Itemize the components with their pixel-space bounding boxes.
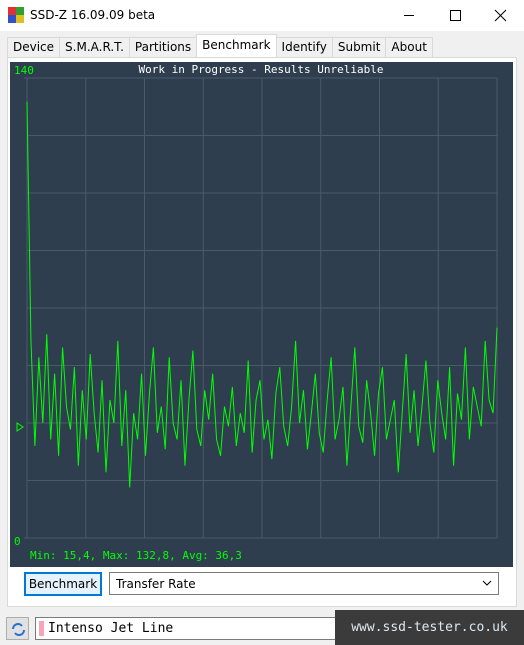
title-bar: SSD-Z 16.09.09 beta (0, 0, 524, 31)
close-button[interactable] (478, 0, 524, 31)
benchmark-chart: Work in Progress - Results Unreliable Mi… (10, 62, 513, 567)
app-icon (8, 7, 24, 23)
transfer-rate-line (26, 101, 498, 488)
benchmark-button[interactable]: Benchmark (24, 572, 102, 596)
window-title: SSD-Z 16.09.09 beta (30, 8, 156, 22)
chart-title: Work in Progress - Results Unreliable (138, 63, 383, 76)
level-marker (16, 422, 24, 432)
mode-select[interactable]: Transfer Rate (109, 572, 499, 595)
dropdown-arrow (482, 580, 492, 586)
tab[interactable]: Benchmark (196, 34, 277, 57)
tab-strip: Device S.M.A.R.T. Partitions Benchmark Ident… (7, 34, 433, 58)
tab[interactable]: About (385, 37, 433, 57)
watermark: www.ssd-tester.co.uk (335, 610, 524, 645)
tab[interactable]: Submit (331, 37, 387, 57)
tab[interactable]: Partitions (128, 37, 198, 57)
drive-field: Intenso Jet Line (35, 617, 337, 640)
tab[interactable]: S.M.A.R.T. (59, 37, 130, 57)
chart-stats: Min: 15,4, Max: 132,8, Avg: 36,3 (30, 549, 242, 562)
tab[interactable]: Identify (275, 37, 333, 57)
y-tick-label: 0 (14, 535, 21, 548)
select-value: Transfer Rate (116, 577, 196, 591)
drive-name: Intenso Jet Line (48, 621, 174, 636)
y-tick-label: 140 (14, 64, 34, 77)
minimize-button[interactable] (386, 0, 432, 31)
drive-color (39, 621, 44, 636)
refresh-button[interactable] (6, 617, 29, 640)
tab[interactable]: Device (7, 37, 61, 57)
maximize-button[interactable] (432, 0, 478, 31)
